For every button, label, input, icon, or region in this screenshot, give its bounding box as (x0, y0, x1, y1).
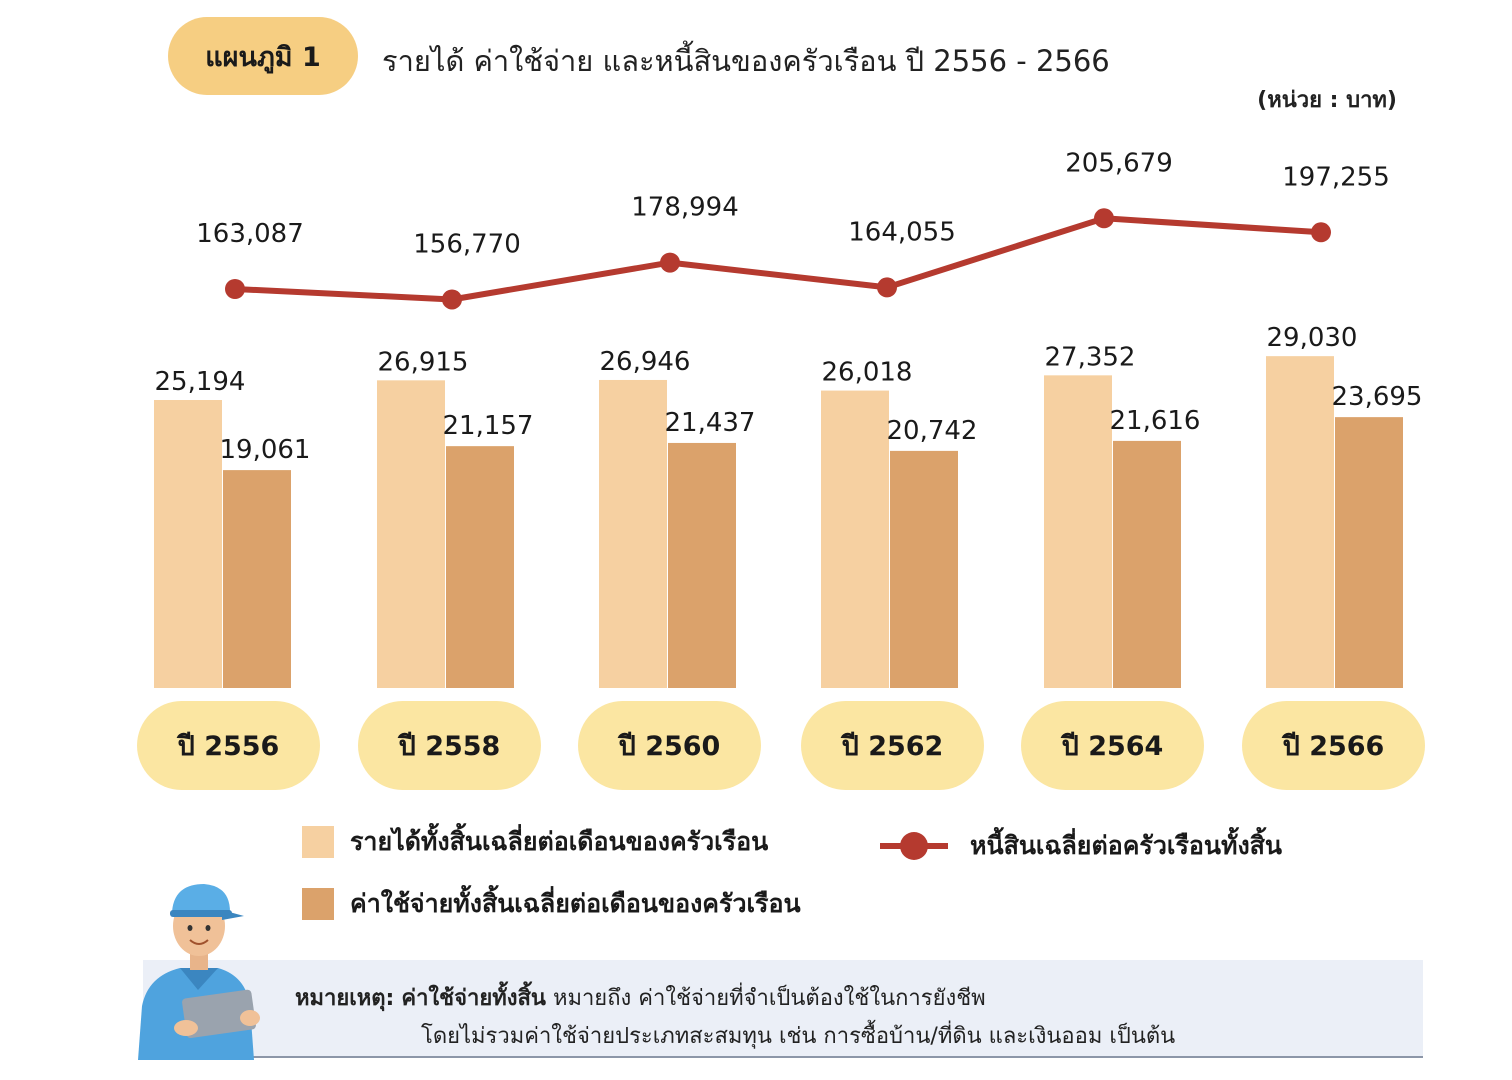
income-bar (1044, 375, 1112, 688)
income-value-label: 29,030 (1267, 323, 1358, 353)
year-label-2564: ปี 2564 (1021, 701, 1204, 790)
note-text-2: โดยไม่รวมค่าใช้จ่ายประเภทสะสมทุน เช่น กา… (421, 1024, 1176, 1049)
expense-value-label: 21,616 (1110, 406, 1201, 436)
expense-bar (223, 470, 291, 688)
legend-income: รายได้ทั้งสิ้นเฉลี่ยต่อเดือนของครัวเรือน (302, 822, 768, 862)
debt-line (234, 215, 1322, 303)
income-value-label: 26,915 (378, 347, 469, 377)
expense-value-label: 20,742 (887, 416, 978, 446)
expense-bar (1113, 440, 1181, 688)
note-line-1: หมายเหตุ: ค่าใช้จ่ายทั้งสิ้น หมายถึง ค่า… (295, 980, 986, 1015)
expense-value-label: 23,695 (1332, 382, 1423, 412)
legend-income-label: รายได้ทั้งสิ้นเฉลี่ยต่อเดือนของครัวเรือน (350, 827, 769, 856)
expense-bar (446, 446, 514, 688)
person-with-tablet-illustration (138, 884, 260, 1060)
expense-bar (1335, 417, 1403, 688)
debt-point (225, 279, 245, 299)
income-bar (154, 400, 222, 688)
chart-title: รายได้ ค่าใช้จ่าย และหนี้สินของครัวเรือน… (382, 44, 1110, 78)
legend-debt-marker (880, 830, 948, 862)
debt-point (877, 277, 897, 298)
income-bar (1266, 356, 1334, 688)
chart-plot: 25,194 19,061 26,915 21,157 26,946 21,437 26,0… (154, 148, 1423, 688)
note-term: ค่าใช้จ่ายทั้งสิ้น (401, 986, 546, 1011)
year-label-2560: ปี 2560 (578, 701, 761, 790)
note-box: หมายเหตุ: ค่าใช้จ่ายทั้งสิ้น หมายถึง ค่า… (143, 960, 1423, 1058)
figure-label: แผนภูมิ 1 (168, 17, 358, 95)
income-bar (821, 390, 889, 688)
income-value-label: 26,946 (600, 347, 691, 377)
legend-expense: ค่าใช้จ่ายทั้งสิ้นเฉลี่ยต่อเดือนของครัวเ… (302, 884, 801, 924)
year-label-2556: ปี 2556 (137, 701, 320, 790)
debt-point (1311, 222, 1331, 243)
expense-value-label: 21,437 (665, 408, 756, 438)
debt-value-label: 178,994 (631, 193, 739, 223)
expense-value-label: 21,157 (443, 411, 534, 441)
debt-value-label: 164,055 (848, 217, 956, 247)
unit-label: (หน่วย : บาท) (1257, 88, 1397, 113)
income-bar (377, 380, 445, 688)
legend-expense-label: ค่าใช้จ่ายทั้งสิ้นเฉลี่ยต่อเดือนของครัวเ… (350, 889, 801, 918)
income-value-label: 25,194 (155, 367, 246, 397)
year-label-2562: ปี 2562 (801, 701, 984, 790)
legend-debt-label: หนี้สินเฉลี่ยต่อครัวเรือนทั้งสิ้น (970, 831, 1283, 860)
legend-expense-swatch (302, 888, 334, 920)
debt-value-label: 156,770 (413, 229, 521, 259)
legend-debt: หนี้สินเฉลี่ยต่อครัวเรือนทั้งสิ้น (880, 826, 1282, 866)
debt-point (660, 252, 680, 273)
expense-value-label: 19,061 (220, 435, 311, 465)
debt-point (1094, 208, 1114, 229)
expense-bar (890, 450, 958, 688)
debt-value-label: 197,255 (1282, 162, 1390, 192)
expense-bar (668, 442, 736, 688)
legend-income-swatch (302, 826, 334, 858)
debt-point (442, 289, 462, 310)
income-bar (599, 379, 667, 688)
income-value-label: 26,018 (822, 358, 913, 388)
debt-value-label: 163,087 (196, 219, 304, 249)
note-label: หมายเหตุ: (295, 986, 395, 1011)
year-label-2566: ปี 2566 (1242, 701, 1425, 790)
debt-value-label: 205,679 (1065, 148, 1173, 178)
year-label-2558: ปี 2558 (358, 701, 541, 790)
income-value-label: 27,352 (1045, 342, 1136, 372)
note-text-1: หมายถึง ค่าใช้จ่ายที่จำเป็นต้องใช้ในการย… (552, 986, 986, 1011)
